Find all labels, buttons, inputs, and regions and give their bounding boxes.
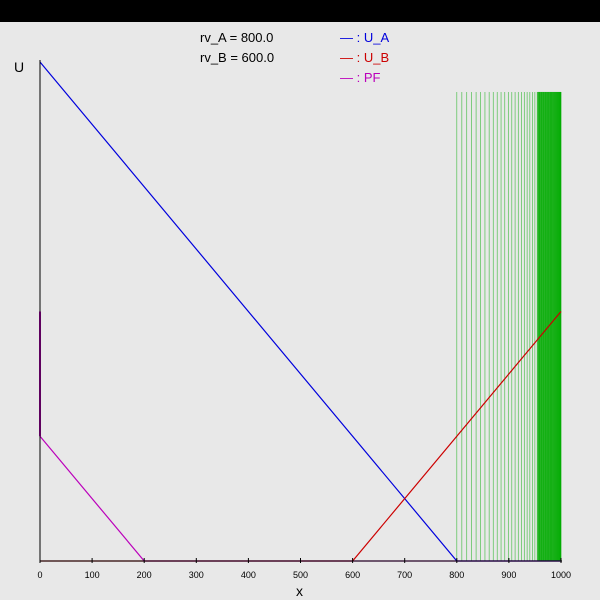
x-tick-label: 100 (85, 570, 100, 580)
series-group (39, 61, 562, 562)
x-tick-label: 500 (293, 570, 308, 580)
series-line-pf (39, 435, 561, 562)
legend-entry: — : U_A (340, 30, 389, 45)
param-rv-b: rv_B = 600.0 (200, 50, 274, 65)
x-tick-label: 200 (137, 570, 152, 580)
top-bar (0, 0, 600, 22)
x-tick-label: 700 (397, 570, 412, 580)
x-tick-label: 900 (501, 570, 516, 580)
legend-entry: — : PF (340, 70, 381, 85)
param-rv-a: rv_A = 800.0 (200, 30, 273, 45)
series-line-u-b (40, 311, 562, 562)
x-tick-label: 300 (189, 570, 204, 580)
x-ticks-group: 0 100 200 300 400 500 600 700 800 900 1000 (37, 558, 571, 580)
series-line-u-a (39, 61, 561, 562)
legend-entry: — : U_B (340, 50, 389, 65)
x-tick-label: 0 (37, 570, 42, 580)
x-tick-label: 800 (449, 570, 464, 580)
y-axis-label: U (14, 59, 24, 75)
x-tick-label: 400 (241, 570, 256, 580)
x-tick-label: 600 (345, 570, 360, 580)
axes-group (39, 60, 562, 562)
legend: — : U_A — : U_B — : PF (340, 30, 389, 85)
x-axis-label: x (296, 583, 303, 599)
vertical-lines-group (456, 91, 562, 561)
x-tick-label: 1000 (551, 570, 571, 580)
